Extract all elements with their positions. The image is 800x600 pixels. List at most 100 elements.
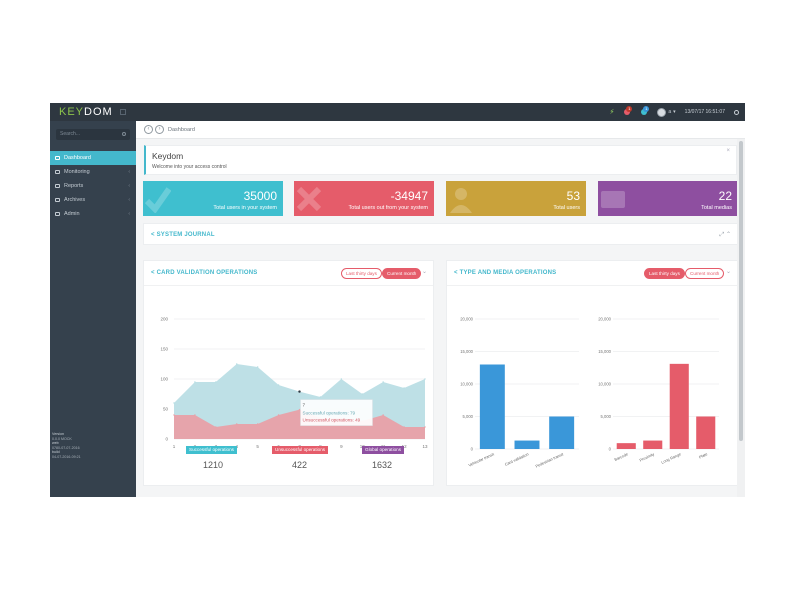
media-types-bar bbox=[669, 363, 689, 449]
sidebar-item-monitoring[interactable]: Monitoring ‹ bbox=[50, 165, 136, 179]
data-point bbox=[236, 363, 238, 365]
stat-tile-users-out[interactable]: -34947 Total users out from your system bbox=[294, 181, 434, 216]
forward-icon[interactable]: › bbox=[155, 125, 164, 134]
chevron-down-icon: ▾ bbox=[673, 109, 676, 115]
card-validation-chart: 050100150200123456789101112137Successful… bbox=[160, 317, 428, 450]
data-point bbox=[424, 426, 426, 428]
data-point bbox=[403, 387, 405, 389]
version-info: Version 0.0.0 MOCK web 0780-07-07-2016 b… bbox=[52, 432, 134, 460]
data-point bbox=[194, 414, 196, 416]
data-point bbox=[340, 378, 343, 380]
breadcrumb-current[interactable]: Dashboard bbox=[168, 127, 195, 133]
panel-header: < CARD VALIDATION OPERATIONS Last thirty… bbox=[144, 261, 433, 286]
sidebar-item-label: Dashboard bbox=[64, 155, 91, 161]
share-icon: < bbox=[151, 232, 155, 238]
data-point bbox=[173, 402, 175, 404]
data-point bbox=[256, 366, 259, 368]
build-label: build bbox=[52, 450, 60, 455]
reports-icon bbox=[55, 184, 60, 188]
chevron-down-icon[interactable]: ⌄ bbox=[726, 269, 732, 275]
sidebar-item-label: Archives bbox=[64, 197, 86, 203]
archive-icon bbox=[55, 198, 60, 202]
x-tick-label: Pedestrian transit bbox=[535, 451, 565, 469]
sidebar-nav: Dashboard Monitoring ‹ Reports ‹ Archive… bbox=[50, 151, 136, 221]
tooltip-box bbox=[300, 399, 373, 426]
sidebar-item-admin[interactable]: Admin ‹ bbox=[50, 207, 136, 221]
x-tick-label: Proximity bbox=[639, 451, 656, 462]
y-tick-label: 150 bbox=[160, 347, 168, 352]
expand-icon[interactable]: ⤢ bbox=[719, 232, 725, 238]
total-global: 1632 bbox=[372, 460, 393, 470]
card-icon bbox=[601, 191, 625, 208]
x-tick-label: Vehicular transit bbox=[468, 451, 496, 468]
y-tick-label: 5,000 bbox=[463, 414, 474, 419]
power-icon[interactable] bbox=[734, 109, 739, 115]
welcome-subtitle: Welcome into your access control bbox=[152, 164, 227, 170]
tooltip-success: Successful operations: 79 bbox=[303, 411, 356, 416]
scrollbar-thumb[interactable] bbox=[739, 141, 743, 441]
stat-tile-users-in[interactable]: 35000 Total users in your system bbox=[143, 181, 283, 216]
search-icon[interactable] bbox=[122, 132, 126, 136]
check-icon bbox=[145, 187, 171, 213]
filter-current-month[interactable]: Current month bbox=[382, 268, 422, 279]
filter-last-thirty-days[interactable]: Last thirty days bbox=[341, 268, 382, 279]
stat-label: Total users in your system bbox=[213, 205, 277, 211]
sidebar-item-archives[interactable]: Archives ‹ bbox=[50, 193, 136, 207]
data-point bbox=[403, 426, 405, 428]
sidebar: Search... Dashboard Monitoring ‹ Reports… bbox=[50, 121, 136, 497]
user-label: a bbox=[668, 109, 672, 115]
operation-types-bar bbox=[514, 440, 540, 449]
panel-title-text: SYSTEM JOURNAL bbox=[156, 232, 215, 238]
version-label: Version bbox=[52, 432, 64, 436]
legend-unsuccessful: Unsuccessful operations bbox=[272, 446, 329, 454]
y-tick-label: 5,000 bbox=[601, 414, 612, 419]
sidebar-item-dashboard[interactable]: Dashboard bbox=[50, 151, 136, 165]
x-tick-label: Long Range bbox=[660, 451, 681, 464]
messages-icon[interactable]: 1 bbox=[640, 106, 650, 116]
panel-title-text: CARD VALIDATION OPERATIONS bbox=[156, 270, 258, 276]
welcome-alert: Keydom Welcome into your access control … bbox=[144, 145, 737, 175]
chevron-down-icon[interactable]: ⌄ bbox=[422, 269, 428, 275]
brand-logo-dom: DOM bbox=[84, 106, 113, 118]
data-point bbox=[236, 423, 238, 425]
stat-value: -34947 bbox=[390, 189, 428, 203]
y-tick-label: 0 bbox=[165, 437, 168, 442]
stat-value: 22 bbox=[718, 189, 732, 203]
breadcrumb: ‹ › Dashboard bbox=[136, 121, 745, 139]
sidebar-item-label: Monitoring bbox=[64, 169, 90, 175]
data-point bbox=[382, 381, 384, 383]
close-icon[interactable]: × bbox=[726, 148, 730, 154]
alerts-icon[interactable]: 1 bbox=[623, 106, 633, 116]
brand-logo[interactable]: KEYDOM bbox=[50, 103, 136, 121]
stat-value: 35000 bbox=[243, 189, 277, 203]
x-tick-label: Barcode bbox=[613, 451, 628, 462]
sidebar-toggle-icon[interactable] bbox=[120, 109, 126, 115]
x-tick-label: 4 bbox=[235, 444, 238, 449]
collapse-icon[interactable]: ⌃ bbox=[725, 232, 731, 238]
user-menu[interactable]: a ▾ bbox=[657, 107, 676, 117]
filter-last-thirty-days[interactable]: Last thirty days bbox=[644, 268, 685, 279]
search-input[interactable]: Search... bbox=[56, 129, 130, 140]
bolt-icon[interactable]: ⚡ bbox=[609, 109, 615, 116]
top-bar-actions: ⚡ 1 1 a ▾ 13/07/17 16:51:07 bbox=[609, 103, 739, 121]
data-point bbox=[256, 423, 259, 425]
chevron-left-icon: ‹ bbox=[128, 183, 130, 189]
filter-current-month[interactable]: Current month bbox=[685, 268, 725, 279]
panel-controls: ⤢ ⌃ bbox=[719, 224, 731, 246]
alerts-badge: 1 bbox=[626, 106, 633, 112]
media-types-bar bbox=[643, 440, 663, 449]
admin-icon bbox=[55, 212, 60, 216]
stat-tile-total-medias[interactable]: 22 Total medias bbox=[598, 181, 738, 216]
sidebar-item-reports[interactable]: Reports ‹ bbox=[50, 179, 136, 193]
panel-title: < SYSTEM JOURNAL bbox=[151, 224, 215, 246]
data-point bbox=[361, 393, 363, 395]
back-icon[interactable]: ‹ bbox=[144, 125, 153, 134]
main-content: ‹ › Dashboard Keydom Welcome into your a… bbox=[136, 121, 745, 497]
scrollbar[interactable] bbox=[737, 139, 745, 497]
panel-title: < CARD VALIDATION OPERATIONS bbox=[151, 261, 257, 286]
operation-types-bar bbox=[479, 364, 505, 449]
y-tick-label: 0 bbox=[471, 447, 474, 452]
y-tick-label: 200 bbox=[160, 317, 168, 322]
stat-value: 53 bbox=[566, 189, 580, 203]
stat-tile-total-users[interactable]: 53 Total users bbox=[446, 181, 586, 216]
